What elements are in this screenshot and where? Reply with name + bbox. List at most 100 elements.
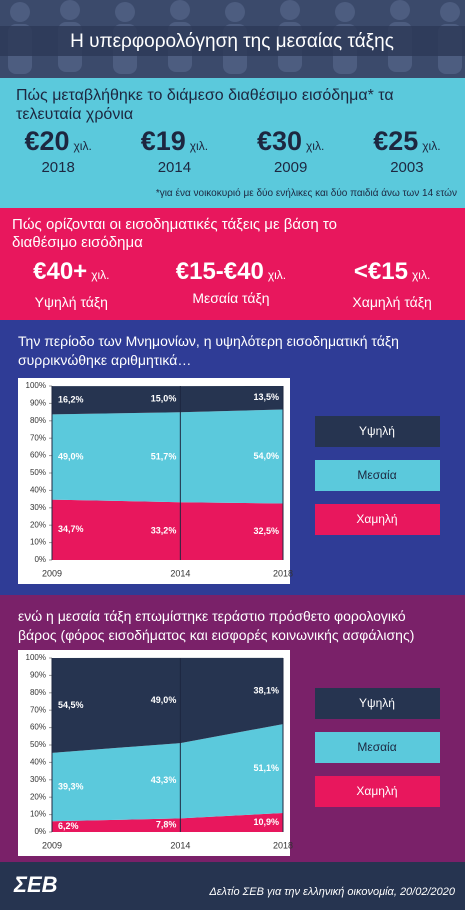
class-label: Υψηλή τάξη bbox=[34, 294, 108, 310]
y-tick-label: 10% bbox=[30, 810, 46, 819]
area bbox=[52, 386, 283, 415]
value-label: 6,2% bbox=[58, 821, 79, 831]
chart-title: Την περίοδο των Μνημονίων, η υψηλότερη ε… bbox=[18, 333, 399, 368]
page-title: Η υπερφορολόγηση της μεσαίας τάξης bbox=[70, 31, 394, 52]
income-question: Πώς μεταβλήθηκε το διάμεσο διαθέσιμο εισ… bbox=[16, 87, 394, 123]
chart: 0% 10% 20% 30% 40% 50% 60% 70% 80% 90% 100% 2009 201… bbox=[18, 378, 440, 584]
value-label: 43,3% bbox=[151, 775, 177, 785]
value-label: 51,7% bbox=[151, 452, 177, 462]
legend-swatch bbox=[315, 460, 440, 491]
value-label: 54,0% bbox=[253, 451, 279, 461]
y-tick-label: 0% bbox=[34, 827, 46, 836]
y-tick-label: 30% bbox=[30, 775, 46, 784]
unit: χιλ. bbox=[306, 139, 325, 153]
y-tick-label: 70% bbox=[30, 433, 46, 442]
value-label: 49,0% bbox=[58, 451, 84, 461]
y-tick-label: 100% bbox=[26, 381, 46, 390]
value-label: 33,2% bbox=[151, 525, 177, 535]
chart-section: ενώ η μεσαία τάξη επωμίστηκε τεράστιο πρ… bbox=[0, 595, 465, 862]
value-label: 16,2% bbox=[58, 395, 84, 405]
legend-label: Χαμηλή bbox=[356, 512, 397, 526]
value-label: 38,1% bbox=[253, 685, 279, 695]
area bbox=[52, 724, 283, 822]
income-item: €19 χιλ. 2014 bbox=[141, 126, 208, 176]
legend-swatch bbox=[315, 776, 440, 807]
classes-section: Πώς ορίζονται οι εισοδηματικές τάξεις με… bbox=[0, 208, 465, 320]
year: 2014 bbox=[157, 159, 192, 176]
y-tick-label: 30% bbox=[30, 503, 46, 512]
value-label: 10,9% bbox=[253, 817, 279, 827]
y-tick-label: 0% bbox=[34, 555, 46, 564]
unit: χιλ. bbox=[91, 268, 110, 282]
income-note: *για ένα νοικοκυριό με δύο ενήλικες και … bbox=[155, 188, 457, 199]
chart: 0% 10% 20% 30% 40% 50% 60% 70% 80% 90% 100% 2009 201… bbox=[18, 650, 440, 856]
legend-swatch bbox=[315, 688, 440, 719]
income-row: €20 χιλ. 2018 €19 χιλ. 2014 €30 χιλ. 2009 €25 χ… bbox=[0, 126, 465, 176]
legend-label: Μεσαία bbox=[357, 468, 396, 482]
y-tick-label: 50% bbox=[30, 740, 46, 749]
area bbox=[52, 813, 283, 832]
x-tick-label: 2014 bbox=[170, 840, 190, 850]
income-item: €20 χιλ. 2018 bbox=[24, 126, 91, 176]
class-item: €15-€40 χιλ. Μεσαία τάξη bbox=[176, 258, 286, 310]
amount: €15-€40 bbox=[175, 258, 264, 285]
amount: €25 bbox=[373, 126, 419, 156]
y-tick-label: 100% bbox=[26, 653, 46, 662]
legend-label: Υψηλή bbox=[359, 696, 395, 710]
legend-label: Υψηλή bbox=[359, 424, 395, 438]
y-tick-label: 90% bbox=[30, 671, 46, 680]
value-label: 49,0% bbox=[151, 695, 177, 705]
legend-swatch bbox=[315, 416, 440, 447]
chart-section: Την περίοδο των Μνημονίων, η υψηλότερη ε… bbox=[0, 320, 465, 595]
chart-title: ενώ η μεσαία τάξη επωμίστηκε τεράστιο πρ… bbox=[18, 608, 415, 643]
unit: χιλ. bbox=[267, 268, 287, 282]
area bbox=[52, 657, 283, 753]
x-tick-label: 2009 bbox=[42, 840, 62, 850]
class-label: Χαμηλή τάξη bbox=[352, 294, 432, 310]
classes-question: Πώς ορίζονται οι εισοδηματικές τάξεις με… bbox=[12, 216, 337, 251]
legend-label: Μεσαία bbox=[357, 740, 396, 754]
unit: χιλ. bbox=[422, 139, 441, 153]
y-tick-label: 20% bbox=[30, 520, 46, 529]
legend-label: Χαμηλή bbox=[356, 784, 397, 798]
y-tick-label: 80% bbox=[30, 416, 46, 425]
unit: χιλ. bbox=[411, 268, 431, 282]
value-label: 39,3% bbox=[58, 781, 84, 791]
logo: ΣΕΒ bbox=[14, 872, 58, 897]
value-label: 34,7% bbox=[58, 524, 84, 534]
value-label: 51,1% bbox=[253, 763, 279, 773]
y-tick-label: 40% bbox=[30, 758, 46, 767]
y-tick-label: 60% bbox=[30, 451, 46, 460]
classes-row: €40+ χιλ. Υψηλή τάξη €15-€40 χιλ. Μεσαία τάξ… bbox=[0, 258, 465, 310]
amount: €30 bbox=[256, 126, 302, 156]
x-tick-label: 2014 bbox=[170, 568, 190, 578]
amount: €40+ bbox=[33, 258, 88, 285]
footer-caption: Δελτίο ΣΕΒ για την ελληνική οικονομία, 2… bbox=[209, 886, 455, 898]
y-tick-label: 70% bbox=[30, 705, 46, 714]
value-label: 32,5% bbox=[253, 526, 279, 536]
value-label: 13,5% bbox=[253, 392, 279, 402]
x-tick-label: 2018 bbox=[273, 840, 293, 850]
income-section: Πώς μεταβλήθηκε το διάμεσο διαθέσιμο εισ… bbox=[0, 78, 465, 208]
value-label: 15,0% bbox=[151, 394, 177, 404]
y-tick-label: 40% bbox=[30, 486, 46, 495]
amount: <€15 bbox=[353, 258, 408, 285]
amount: €19 bbox=[140, 126, 186, 156]
legend-swatch bbox=[315, 732, 440, 763]
y-tick-label: 90% bbox=[30, 399, 46, 408]
year: 2003 bbox=[390, 159, 424, 176]
y-tick-label: 60% bbox=[30, 723, 46, 732]
year: 2018 bbox=[41, 159, 75, 176]
income-item: €30 χιλ. 2009 bbox=[257, 126, 324, 176]
class-item: <€15 χιλ. Χαμηλή τάξη bbox=[352, 258, 431, 310]
area bbox=[52, 409, 283, 504]
y-tick-label: 50% bbox=[30, 468, 46, 477]
footer: ΣΕΒ Δελτίο ΣΕΒ για την ελληνική οικονομί… bbox=[0, 862, 465, 910]
header-art: Η υπερφορολόγηση της μεσαίας τάξης bbox=[0, 0, 465, 74]
x-tick-label: 2009 bbox=[42, 568, 62, 578]
y-tick-label: 10% bbox=[30, 538, 46, 547]
unit: χιλ. bbox=[189, 139, 209, 153]
y-tick-label: 20% bbox=[30, 792, 46, 801]
amount: €20 bbox=[24, 126, 70, 156]
